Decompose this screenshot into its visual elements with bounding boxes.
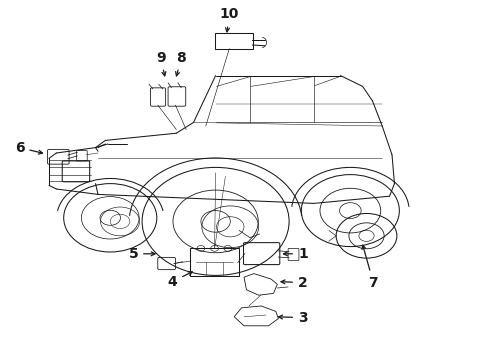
Text: 2: 2 [281, 276, 308, 289]
Text: 6: 6 [15, 141, 43, 154]
Text: 4: 4 [168, 272, 192, 288]
Text: 1: 1 [284, 247, 308, 261]
Text: 10: 10 [220, 8, 239, 32]
Text: 5: 5 [128, 247, 155, 261]
Text: 9: 9 [156, 51, 166, 76]
Text: 8: 8 [175, 51, 186, 76]
Text: 3: 3 [279, 311, 308, 324]
Text: 7: 7 [362, 245, 378, 289]
